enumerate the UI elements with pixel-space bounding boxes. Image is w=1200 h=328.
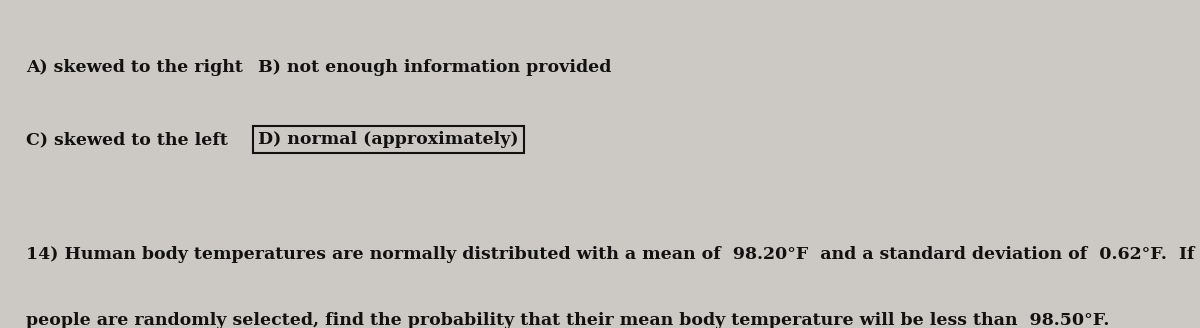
Text: D) normal (approximately): D) normal (approximately) — [258, 131, 518, 148]
Text: C) skewed to the left: C) skewed to the left — [26, 131, 228, 148]
Text: 14) Human body temperatures are normally distributed with a mean of  98.20°F  an: 14) Human body temperatures are normally… — [26, 246, 1200, 263]
Text: people are randomly selected, find the probability that their mean body temperat: people are randomly selected, find the p… — [26, 312, 1110, 328]
Text: A) skewed to the right: A) skewed to the right — [26, 59, 244, 76]
Text: B) not enough information provided: B) not enough information provided — [258, 59, 611, 76]
